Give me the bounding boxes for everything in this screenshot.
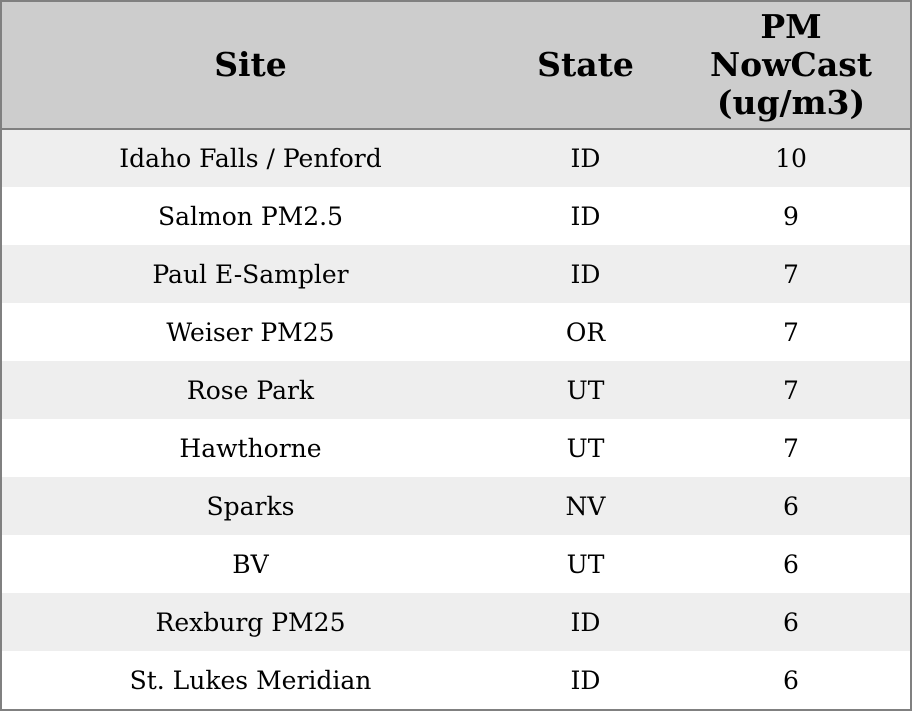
table-body: Idaho Falls / Penford ID 10 Salmon PM2.5… bbox=[2, 129, 910, 709]
site-cell: Rose Park bbox=[186, 375, 315, 405]
state-cell: ID bbox=[570, 259, 601, 289]
state-cell: ID bbox=[570, 201, 601, 231]
column-header-state: State bbox=[499, 2, 672, 130]
state-cell: ID bbox=[570, 665, 601, 695]
table-row: Rexburg PM25 ID 6 bbox=[2, 593, 910, 651]
table-row: Idaho Falls / Penford ID 10 bbox=[2, 129, 910, 187]
state-cell: OR bbox=[565, 317, 606, 347]
state-cell: NV bbox=[565, 491, 606, 521]
pm-value-cell: 6 bbox=[783, 607, 799, 637]
site-cell: Hawthorne bbox=[179, 433, 322, 463]
table-row: Paul E-Sampler ID 7 bbox=[2, 245, 910, 303]
site-cell: Salmon PM2.5 bbox=[157, 201, 343, 231]
state-cell: UT bbox=[566, 375, 605, 405]
site-cell: St. Lukes Meridian bbox=[129, 665, 372, 695]
pm-value-cell: 6 bbox=[783, 491, 799, 521]
state-cell: ID bbox=[570, 607, 601, 637]
header-row: Site State PM NowCast (ug/m3) bbox=[2, 2, 910, 130]
table-row: St. Lukes Meridian ID 6 bbox=[2, 651, 910, 709]
column-header-pm-nowcast: PM NowCast (ug/m3) bbox=[672, 2, 910, 130]
site-cell: Paul E-Sampler bbox=[152, 259, 349, 289]
pm-value-cell: 7 bbox=[783, 317, 799, 347]
site-cell: Rexburg PM25 bbox=[155, 607, 346, 637]
pm-value-cell: 10 bbox=[775, 144, 807, 173]
column-header-state-label: State bbox=[537, 45, 634, 85]
table-row: Weiser PM25 OR 7 bbox=[2, 303, 910, 361]
table-row: BV UT 6 bbox=[2, 535, 910, 593]
table-row: Hawthorne UT 7 bbox=[2, 419, 910, 477]
site-cell: Sparks bbox=[206, 491, 295, 521]
table-header: Site State PM NowCast (ug/m3) bbox=[2, 2, 910, 130]
column-header-pm-nowcast-label: PM NowCast (ug/m3) bbox=[709, 7, 873, 122]
table-row: Salmon PM2.5 ID 9 bbox=[2, 187, 910, 245]
column-header-site: Site bbox=[2, 2, 499, 130]
pm-value-cell: 7 bbox=[783, 433, 799, 463]
column-header-site-label: Site bbox=[214, 45, 287, 85]
table-row: Sparks NV 6 bbox=[2, 477, 910, 535]
state-cell: ID bbox=[570, 144, 601, 173]
site-cell: Weiser PM25 bbox=[166, 317, 335, 347]
pm-value-cell: 6 bbox=[783, 665, 799, 695]
table-row: Rose Park UT 7 bbox=[2, 361, 910, 419]
pm-value-cell: 7 bbox=[783, 259, 799, 289]
site-cell: BV bbox=[232, 549, 269, 579]
state-cell: UT bbox=[566, 433, 605, 463]
pm-value-cell: 7 bbox=[783, 375, 799, 405]
pm-value-cell: 9 bbox=[783, 201, 799, 231]
site-cell: Idaho Falls / Penford bbox=[119, 144, 382, 173]
pm-value-cell: 6 bbox=[783, 549, 799, 579]
state-cell: UT bbox=[566, 549, 605, 579]
